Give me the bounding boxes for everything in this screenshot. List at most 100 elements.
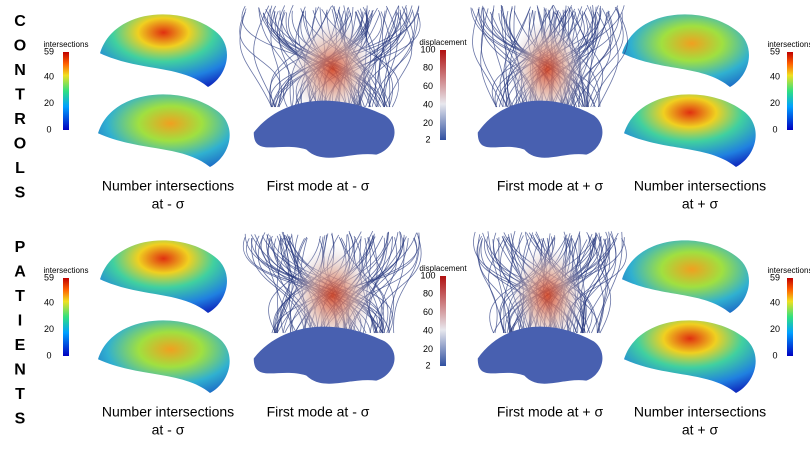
panel-caption: Number intersections (634, 404, 766, 420)
colorbar-tick-label: 60 (423, 81, 433, 91)
content: CONTROLSintersections5940200displacement… (14, 4, 810, 438)
surface (98, 94, 230, 167)
fiber (380, 11, 391, 108)
row-label-letter: C (14, 13, 26, 30)
fiber-bundle (242, 230, 422, 384)
structure-surface (253, 100, 395, 158)
fiber (597, 238, 607, 334)
panel-caption: First mode at + σ (497, 404, 604, 420)
surface (624, 320, 756, 393)
panel-caption: First mode at - σ (267, 404, 370, 420)
panel-caption: at - σ (152, 422, 185, 438)
fiber (239, 11, 282, 108)
fiber (574, 11, 604, 108)
surface (622, 14, 749, 87)
colorbar-tick-label: 0 (772, 350, 777, 360)
fiber (376, 13, 420, 108)
row-label-letter: T (15, 386, 25, 403)
fiber (374, 7, 388, 108)
colorbar-tick-label: 20 (423, 118, 433, 128)
fiber-bundle (239, 4, 421, 158)
colorbar-title: intersections (44, 40, 89, 49)
colorbar-tick-label: 60 (423, 307, 433, 317)
row-label-letter: P (15, 239, 26, 256)
row-label-letter: N (14, 362, 26, 379)
fiber (364, 9, 394, 108)
fiber (369, 236, 422, 334)
colorbar-tick-label: 20 (770, 324, 780, 334)
fiber (597, 11, 619, 108)
fiber (253, 5, 277, 108)
structure-surface (253, 326, 395, 384)
structure-surface (477, 326, 603, 384)
row-label-letter: O (14, 38, 26, 55)
row-label-letter: E (15, 337, 26, 354)
fiber (472, 9, 504, 108)
fiber (583, 231, 611, 334)
fiber (590, 8, 628, 108)
fiber (239, 8, 273, 108)
fiber-core (288, 18, 377, 121)
colorbar (787, 278, 793, 356)
colorbar-title: intersections (768, 40, 810, 49)
colorbar-tick-label: 20 (44, 324, 54, 334)
row-label-letter: A (14, 264, 26, 281)
panel-caption: Number intersections (102, 404, 234, 420)
panel-caption: at + σ (682, 422, 719, 438)
colorbar-title: displacement (419, 264, 467, 273)
row-label-letter: S (15, 411, 26, 428)
colorbar-tick-label: 40 (423, 99, 433, 109)
row-label-letter: T (15, 87, 25, 104)
colorbar (63, 52, 69, 130)
panel-caption: Number intersections (634, 178, 766, 194)
panel-caption: First mode at + σ (497, 178, 604, 194)
colorbar-tick-label: 0 (772, 124, 777, 134)
fiber (477, 234, 498, 334)
colorbar-tick-label: 20 (44, 98, 54, 108)
panel-caption: First mode at - σ (267, 178, 370, 194)
fiber (383, 5, 398, 108)
row-label-letter: S (15, 185, 26, 202)
surface (100, 240, 227, 313)
colorbar (787, 52, 793, 130)
row-label-letter: R (14, 111, 26, 128)
fiber (503, 8, 531, 108)
panel-caption: at - σ (152, 196, 185, 212)
colorbar-tick-label: 0 (46, 124, 51, 134)
fiber (368, 237, 395, 334)
fiber (597, 231, 623, 334)
colorbar-tick-label: 59 (770, 46, 780, 56)
row-label-letter: N (14, 62, 26, 79)
fiber (487, 231, 505, 334)
colorbar-title: intersections (768, 266, 810, 275)
fiber (371, 12, 414, 108)
row-label-letter: L (15, 160, 25, 177)
colorbar-tick-label: 20 (423, 344, 433, 354)
colorbar-tick-label: 100 (420, 44, 435, 54)
fiber (587, 8, 612, 108)
panel-caption: at + σ (682, 196, 719, 212)
colorbar-tick-label: 59 (44, 272, 54, 282)
fiber-core (508, 244, 587, 347)
colorbar-tick-label: 2 (425, 360, 430, 370)
fiber (478, 239, 510, 334)
panel-caption: Number intersections (102, 178, 234, 194)
colorbar-tick-label: 59 (44, 46, 54, 56)
surface (98, 320, 230, 393)
colorbar-tick-label: 20 (770, 98, 780, 108)
fiber (378, 5, 413, 108)
fiber-bundle (473, 230, 627, 384)
fiber (573, 6, 624, 108)
colorbar (63, 278, 69, 356)
fiber-core (508, 18, 587, 121)
fiber (596, 236, 607, 334)
colorbar-title: displacement (419, 38, 467, 47)
fiber (393, 232, 420, 334)
fiber (480, 5, 497, 108)
colorbar-tick-label: 80 (423, 63, 433, 73)
surface (622, 240, 749, 313)
colorbar-tick-label: 59 (770, 272, 780, 282)
fiber-bundle (470, 4, 628, 158)
colorbar-tick-label: 40 (770, 297, 780, 307)
